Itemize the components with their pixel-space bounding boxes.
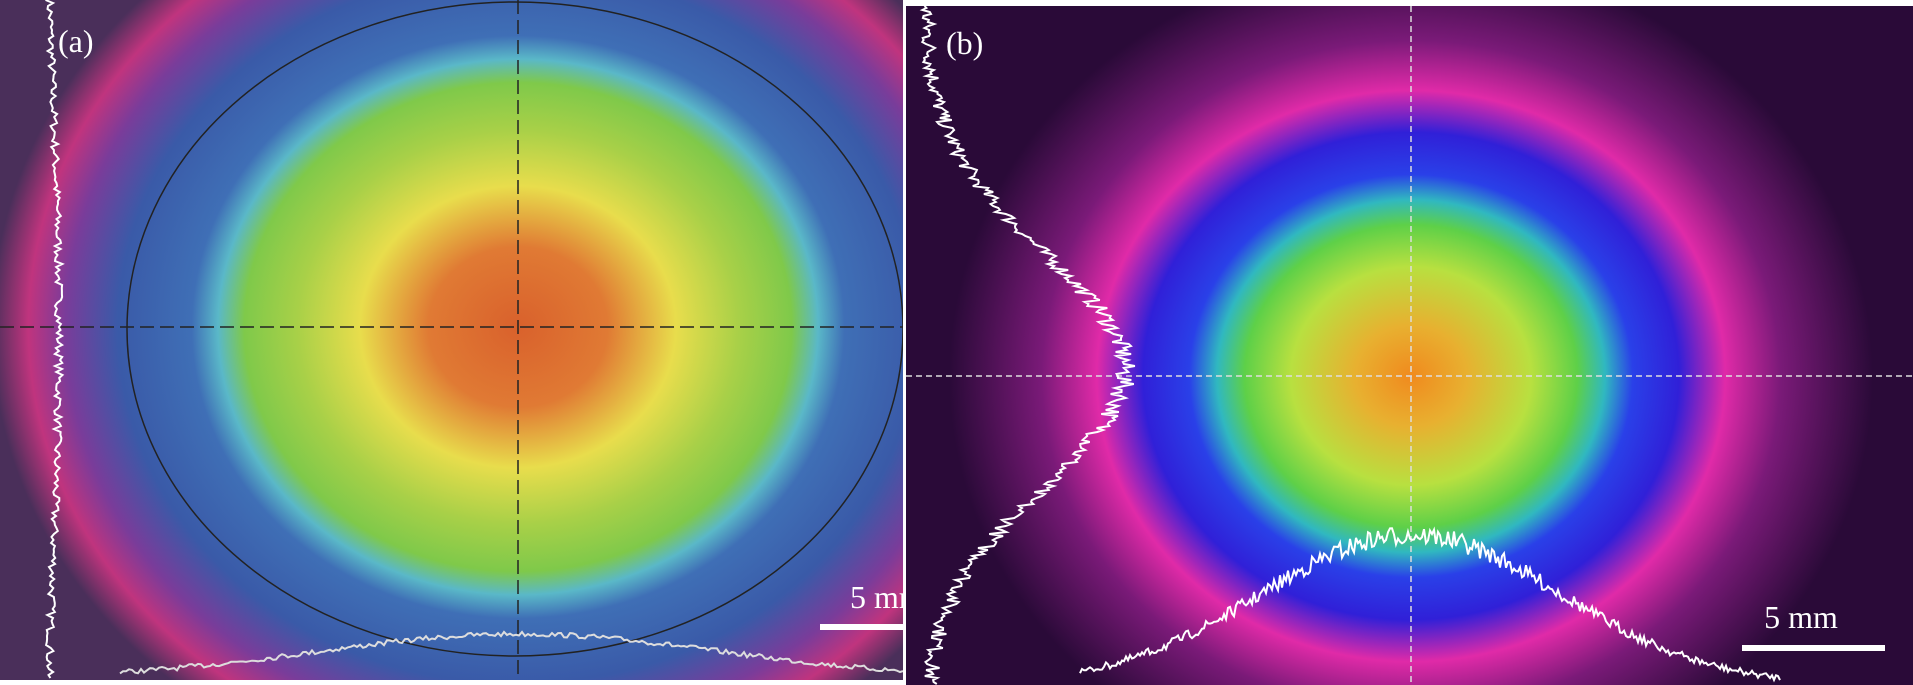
scale-bar — [1742, 645, 1885, 651]
beam-image — [0, 0, 903, 680]
profile-curve — [119, 630, 903, 675]
aperture-circle — [126, 1, 903, 657]
profile-curve — [44, 0, 65, 679]
scale-bar — [820, 624, 903, 630]
panel-b: (b) 5 mm — [906, 6, 1913, 685]
panel-a: (a) 5 mm — [0, 0, 924, 680]
panel-label: (a) — [58, 23, 94, 59]
scale-bar-label: 5 mm — [850, 579, 924, 615]
scale-bar-label: 5 mm — [1764, 599, 1838, 635]
profile-curve — [1079, 526, 1781, 683]
panel-label: (b) — [946, 25, 983, 61]
profile-curve — [919, 6, 1136, 685]
beam-image — [906, 6, 1913, 685]
